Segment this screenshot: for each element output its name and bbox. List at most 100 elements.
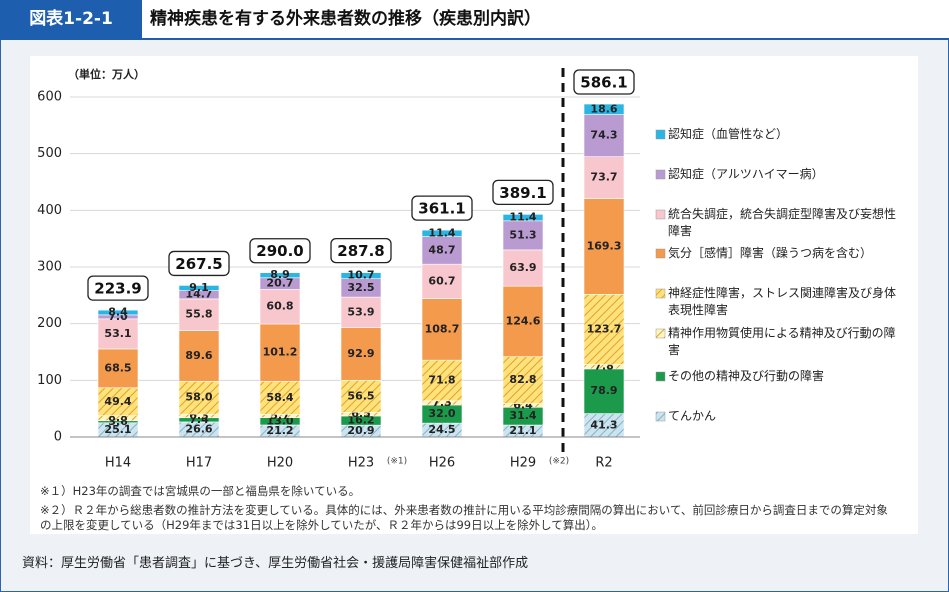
value-label: 101.2	[263, 346, 298, 359]
bar-segment	[97, 348, 139, 389]
x-tick-label: H29	[510, 456, 536, 471]
bar-segment	[583, 114, 625, 157]
legend-label: てんかん	[668, 409, 717, 423]
x-tick-label: R2	[595, 456, 612, 471]
value-label: 53.1	[104, 327, 131, 340]
total-box	[330, 237, 392, 264]
bar-segment	[178, 380, 220, 415]
header-line	[0, 38, 949, 40]
total-label: 586.1	[580, 74, 627, 92]
bar-segment	[421, 359, 463, 402]
figure-title: 精神疾患を有する外来患者数の推移（疾患別内訳）	[150, 9, 541, 29]
total-label: 223.9	[94, 280, 141, 298]
value-label: 78.9	[590, 384, 617, 397]
total-box	[411, 195, 473, 221]
bar-segment	[178, 298, 220, 331]
bar-segment	[421, 298, 463, 361]
legend-swatch	[655, 248, 666, 259]
figure-code: 図表1-2-1	[0, 0, 142, 38]
legend-label: 精神作用物質使用による精神及び行動の障害	[668, 326, 896, 357]
value-label: 92.9	[347, 347, 374, 360]
bar-segment	[259, 323, 301, 382]
value-label: 20.9	[347, 424, 374, 437]
x-tick-label: H20	[267, 456, 293, 471]
bar-segment	[340, 272, 382, 279]
total-label: 361.1	[418, 200, 465, 218]
value-label: 63.9	[509, 261, 536, 274]
footnote: ※１）H23年の調査では宮城県の一部と福島県を除いている。	[40, 484, 361, 498]
value-label: 53.9	[347, 305, 374, 318]
value-label: 16.2	[347, 414, 374, 427]
value-label: 60.8	[266, 300, 293, 313]
value-label: 21.2	[266, 424, 293, 437]
value-label: 68.5	[104, 361, 131, 374]
total-label: 287.8	[337, 242, 384, 260]
footnote: ※２）Ｒ２年から総患者数の推計方法を変更している。具体的には、外来患者数の推計に…	[40, 503, 888, 532]
header-bg	[142, 0, 949, 38]
legend-swatch	[655, 411, 666, 422]
bar-segment	[502, 285, 544, 358]
bar-segment	[583, 368, 625, 414]
value-label: 31.4	[509, 409, 536, 422]
value-label: 169.3	[587, 239, 622, 252]
bar-segment	[583, 156, 625, 199]
value-label: 58.0	[185, 391, 212, 404]
x-tick-label: H26	[429, 456, 455, 471]
bar-segment	[583, 103, 625, 115]
value-label: 18.6	[590, 102, 617, 115]
value-label: 11.4	[509, 211, 536, 224]
bar-segment	[340, 327, 382, 381]
legend-label: 神経症性障害，ストレス関連障害及び身体表現性障害	[668, 286, 897, 317]
bar-segment	[421, 263, 463, 299]
bar-segment	[502, 214, 544, 222]
y-tick-label: 400	[37, 203, 62, 218]
legend-swatch	[655, 209, 666, 220]
value-label: 56.5	[347, 389, 374, 402]
value-label: 21.1	[509, 424, 536, 437]
legend-label: 気分［感情］障害（躁うつ病を含む）	[668, 246, 873, 260]
legend-label: 統合失調症，統合失調症型障害及び妄想性障害	[668, 207, 897, 238]
legend-label: 認知症（アルツハイマー病）	[668, 167, 824, 181]
value-label: 51.3	[509, 228, 536, 241]
total-box	[573, 69, 635, 95]
legend-swatch	[655, 129, 666, 140]
bar-segment	[340, 379, 382, 413]
bar-segment	[97, 309, 139, 316]
bar-segment	[421, 236, 463, 265]
value-label: 26.6	[185, 422, 212, 435]
total-label: 290.0	[256, 242, 303, 260]
value-label: 82.8	[509, 373, 536, 386]
y-tick-label: 0	[54, 430, 62, 445]
legend-label: その他の精神及び行動の障害	[668, 369, 825, 383]
value-label: 58.4	[266, 391, 293, 404]
value-label: 124.6	[506, 314, 541, 327]
x-tick-label: H23	[348, 456, 374, 471]
bar-segment	[421, 229, 463, 237]
value-label: 25.1	[104, 423, 131, 436]
y-tick-label: 600	[37, 90, 62, 105]
legend-swatch	[655, 288, 666, 299]
legend-swatch	[655, 328, 666, 339]
bar-segment	[178, 330, 220, 382]
value-label: 32.0	[428, 407, 455, 420]
bar-segment	[259, 289, 301, 325]
source: 資料：厚生労働省「患者調査」に基づき、厚生労働省社会・援護局障害保健福祉部作成	[22, 556, 529, 571]
chart-panel	[30, 56, 918, 534]
category-note: (※2)	[549, 457, 569, 467]
y-tick-label: 200	[37, 316, 62, 331]
value-label: 74.3	[590, 129, 617, 142]
value-label: 123.7	[587, 322, 622, 335]
x-tick-label: H17	[186, 456, 212, 471]
legend-swatch	[655, 371, 666, 382]
value-label: 9.1	[189, 281, 209, 294]
value-label: 8.4	[108, 306, 128, 319]
category-note: (※1)	[387, 457, 407, 467]
value-label: 20.7	[266, 277, 293, 290]
bar-segment	[259, 272, 301, 279]
value-label: 55.8	[185, 308, 212, 321]
bar-segment	[178, 285, 220, 291]
unit-label: （単位：万人）	[68, 67, 145, 81]
value-label: 48.7	[428, 243, 455, 256]
